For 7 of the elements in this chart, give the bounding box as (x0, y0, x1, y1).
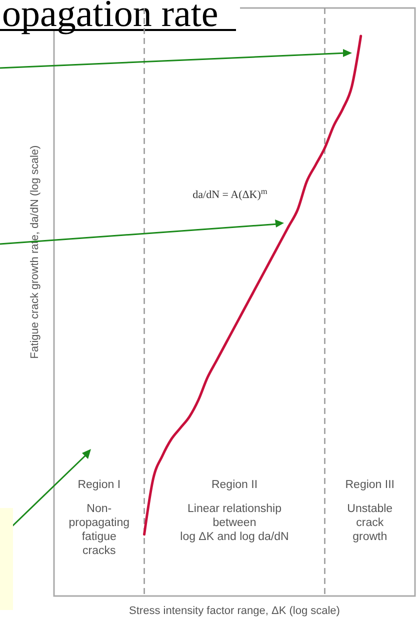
annotation: da/dN = A(ΔK)$^{m}$ (192, 186, 268, 201)
chart-title: opagation rate (2, 0, 218, 35)
y-axis-title: Fatigue crack growth rate, da/dN (log scale) (29, 145, 41, 359)
annotation: Region I Non- propagating fatigue cracks (68, 479, 130, 557)
x-axis-title: Stress intensity factor range, ΔK (log scale) (129, 605, 340, 617)
annotation: Region II Linear relationship between log ΔK and log da/dN (180, 479, 289, 543)
annotation: Region III Unstable crack growth (345, 479, 394, 543)
